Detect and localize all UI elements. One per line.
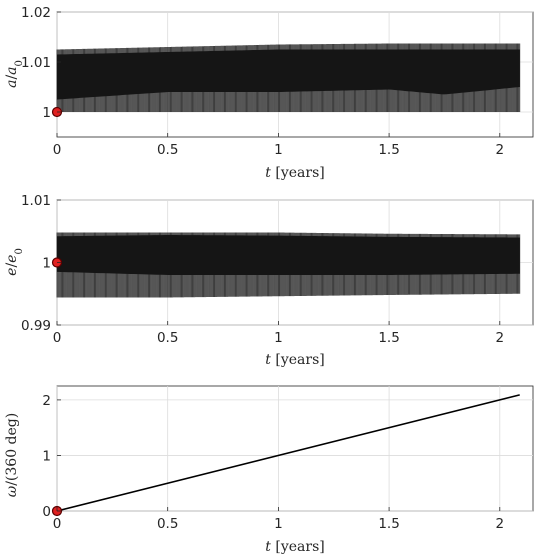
xtick-label-a-4: 2 [495,142,504,158]
ytick-label-e-0: 0.99 [21,318,51,334]
xtick-label-e-4: 2 [495,330,504,346]
ytick-label-a-1: 1.01 [21,55,51,71]
oscillation-core-a [57,49,520,100]
ytick-label-a-2: 1.02 [21,5,51,21]
xlabel-e: t [years] [265,352,324,368]
ytick-label-e-1: 1 [42,256,51,272]
ticks-omega: 0 0.5 1 1.5 2 0 1 2 [42,393,504,532]
panel-e: 0 0.5 1 1.5 2 0.99 1 1.01 e/e0 t [years] [4,193,534,368]
xtick-label-omega-0: 0 [53,516,62,532]
ticks-e: 0 0.5 1 1.5 2 0.99 1 1.01 [21,193,504,346]
xtick-label-e-2: 1 [274,330,283,346]
xtick-label-a-0: 0 [53,142,62,158]
xtick-label-omega-4: 2 [495,516,504,532]
xtick-label-omega-1: 0.5 [157,516,178,532]
xlabel-a: t [years] [265,165,324,181]
ytick-label-omega-1: 1 [42,448,51,464]
data-e [51,232,521,298]
ticks-a: 0 0.5 1 1.5 2 1 1.01 1.02 [21,5,504,158]
ylabel-a: a/a0 [4,60,25,88]
axes-box-omega [56,385,534,512]
ytick-label-omega-2: 2 [42,393,51,409]
panel-a: 0 0.5 1 1.5 2 1 1.01 1.02 a/a0 t [years] [4,5,534,181]
ytick-label-a-0: 1 [42,105,51,121]
ylabel-omega: ω/(360 deg) [4,413,20,497]
xtick-label-a-2: 1 [274,142,283,158]
ytick-label-omega-0: 0 [42,504,51,520]
xtick-label-e-3: 1.5 [378,330,399,346]
panel-omega: 0 0.5 1 1.5 2 0 1 2 ω/(360 deg) t [years] [4,385,534,555]
xtick-label-e-1: 0.5 [157,330,178,346]
omega-line [56,394,520,512]
ytick-label-e-2: 1.01 [21,193,51,209]
oscillation-core-e [57,235,520,275]
xtick-label-omega-2: 1 [274,516,283,532]
xtick-label-a-3: 1.5 [378,142,399,158]
data-a [51,43,521,118]
xtick-label-a-1: 0.5 [157,142,178,158]
xlabel-omega: t [years] [265,539,324,555]
grid-omega [56,386,533,512]
xtick-label-e-0: 0 [53,330,62,346]
xtick-label-omega-3: 1.5 [378,516,399,532]
ylabel-e: e/e0 [4,248,25,276]
